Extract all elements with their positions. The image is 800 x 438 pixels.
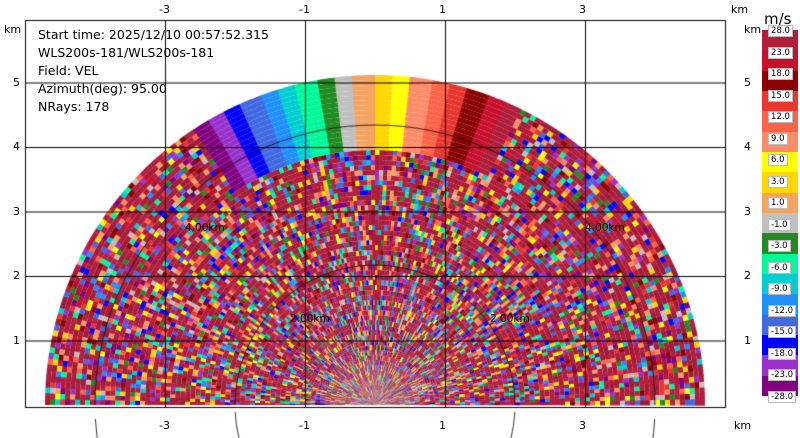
range-ring-label: 2.00km bbox=[490, 313, 530, 325]
colorbar-label: -6.0 bbox=[768, 261, 791, 274]
range-ring-label: 4.00km bbox=[185, 222, 225, 234]
start-time-label: Start time: 2025/12/10 00:57:52.315 bbox=[38, 27, 269, 42]
colorbar-label: -1.0 bbox=[768, 218, 791, 231]
x-tick-label: 3 bbox=[579, 419, 586, 432]
device-label: WLS200s-181/WLS200s-181 bbox=[38, 45, 215, 60]
colorbar-label: -18.0 bbox=[768, 347, 796, 360]
unit-label-right: km bbox=[744, 23, 762, 36]
colorbar-label: 9.0 bbox=[768, 132, 788, 145]
scan-info: Start time: 2025/12/10 00:57:52.315 WLS2… bbox=[38, 26, 269, 116]
colorbar-label: -3.0 bbox=[768, 240, 791, 253]
y-tick-label: 5 bbox=[13, 75, 20, 89]
y-tick-label: 3 bbox=[744, 204, 751, 218]
colorbar-unit: m/s bbox=[764, 10, 792, 28]
x-tick-label: -3 bbox=[159, 419, 170, 432]
colorbar-label: 12.0 bbox=[768, 111, 793, 124]
y-tick-label: 4 bbox=[744, 140, 751, 153]
colorbar-label: 1.0 bbox=[768, 197, 788, 210]
colorbar-label: -23.0 bbox=[768, 369, 796, 382]
colorbar-label: 28.0 bbox=[768, 25, 793, 37]
colorbar bbox=[762, 30, 798, 396]
colorbar-label: -15.0 bbox=[768, 326, 796, 339]
x-tick-label: -1 bbox=[299, 419, 310, 432]
x-tick-label: 1 bbox=[439, 3, 446, 16]
x-tick-label: -1 bbox=[299, 3, 310, 16]
colorbar-label: -9.0 bbox=[768, 283, 791, 296]
x-tick-label: 1 bbox=[439, 419, 446, 432]
field-label: Field: VEL bbox=[38, 63, 99, 78]
colorbar-label: 15.0 bbox=[768, 89, 793, 102]
colorbar-label: 18.0 bbox=[768, 68, 793, 81]
colorbar-label: -28.0 bbox=[768, 391, 796, 403]
nrays-label: NRays: 178 bbox=[38, 99, 110, 114]
unit-label-bottom: km bbox=[734, 419, 752, 432]
y-tick-label: 2 bbox=[13, 269, 20, 282]
x-tick-label: 3 bbox=[579, 3, 586, 16]
y-tick-label: 1 bbox=[744, 333, 751, 347]
y-tick-label: 3 bbox=[13, 204, 20, 218]
range-ring-label: 2.00km bbox=[290, 313, 330, 325]
colorbar-label: 3.0 bbox=[768, 175, 788, 188]
colorbar-label: -12.0 bbox=[768, 304, 796, 317]
y-tick-label: 2 bbox=[744, 269, 751, 282]
colorbar-label: 23.0 bbox=[768, 46, 793, 59]
azimuth-label: Azimuth(deg): 95.00 bbox=[38, 81, 167, 96]
unit-label-top: km bbox=[731, 3, 749, 16]
x-tick-label: -3 bbox=[159, 3, 170, 16]
y-tick-label: 1 bbox=[13, 333, 20, 347]
unit-label-left: km bbox=[4, 23, 22, 36]
range-ring-label: 4.00km bbox=[585, 222, 625, 234]
y-tick-label: 5 bbox=[744, 75, 751, 89]
colorbar-label: 6.0 bbox=[768, 154, 788, 167]
y-tick-label: 4 bbox=[13, 140, 20, 153]
